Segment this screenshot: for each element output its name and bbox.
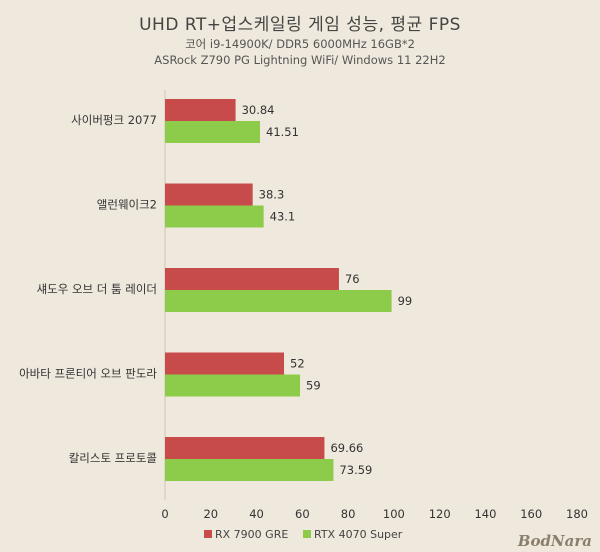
x-tick-label: 0 bbox=[161, 507, 168, 521]
legend-swatch bbox=[204, 530, 212, 538]
chart-title: UHD RT+업스케일링 게임 성능, 평균 FPS bbox=[139, 15, 461, 35]
chart-subtitle-line-1: 코어 i9-14900K/ DDR5 6000MHz 16GB*2 bbox=[185, 37, 415, 51]
x-tick-label: 60 bbox=[295, 507, 310, 521]
category-label: 칼리스토 프로토콜 bbox=[69, 451, 157, 465]
legend-swatch bbox=[303, 530, 311, 538]
x-tick-label: 160 bbox=[520, 507, 542, 521]
bar-rtx-4070-super bbox=[165, 205, 264, 228]
data-label: 73.59 bbox=[339, 463, 372, 477]
x-tick-label: 140 bbox=[474, 507, 496, 521]
data-label: 38.3 bbox=[259, 188, 285, 202]
bar-rx-7900-gre bbox=[165, 99, 236, 121]
data-label: 99 bbox=[398, 294, 413, 308]
category-label: 사이버펑크 2077 bbox=[71, 113, 157, 127]
data-label: 76 bbox=[345, 272, 360, 286]
bar-rx-7900-gre bbox=[165, 268, 339, 290]
legend-label: RX 7900 GRE bbox=[215, 528, 288, 541]
x-tick-label: 40 bbox=[249, 507, 264, 521]
data-label: 69.66 bbox=[330, 441, 363, 455]
data-label: 41.51 bbox=[266, 125, 299, 139]
data-label: 52 bbox=[290, 357, 305, 371]
bar-rx-7900-gre bbox=[165, 437, 325, 459]
chart-subtitle-line-2: ASRock Z790 PG Lightning WiFi/ Windows 1… bbox=[154, 53, 446, 67]
watermark-logo: BodNara bbox=[517, 532, 592, 550]
bar-rx-7900-gre bbox=[165, 183, 253, 206]
data-label: 30.84 bbox=[242, 103, 275, 117]
category-label: 아바타 프론티어 오브 판도라 bbox=[19, 367, 157, 381]
bar-rtx-4070-super bbox=[165, 374, 301, 397]
data-label: 59 bbox=[306, 379, 321, 393]
x-tick-label: 120 bbox=[429, 507, 451, 521]
bar-rtx-4070-super bbox=[165, 121, 261, 143]
category-label: 섀도우 오브 더 툼 레이더 bbox=[37, 282, 157, 296]
x-tick-label: 80 bbox=[341, 507, 356, 521]
data-label: 43.1 bbox=[270, 210, 296, 224]
x-tick-label: 180 bbox=[566, 507, 588, 521]
legend-label: RTX 4070 Super bbox=[314, 528, 403, 541]
category-label: 앨런웨이크2 bbox=[97, 198, 157, 212]
x-tick-label: 100 bbox=[383, 507, 405, 521]
bar-rtx-4070-super bbox=[165, 290, 392, 312]
x-tick-label: 20 bbox=[203, 507, 218, 521]
bar-rtx-4070-super bbox=[165, 459, 334, 481]
bar-rx-7900-gre bbox=[165, 352, 285, 375]
